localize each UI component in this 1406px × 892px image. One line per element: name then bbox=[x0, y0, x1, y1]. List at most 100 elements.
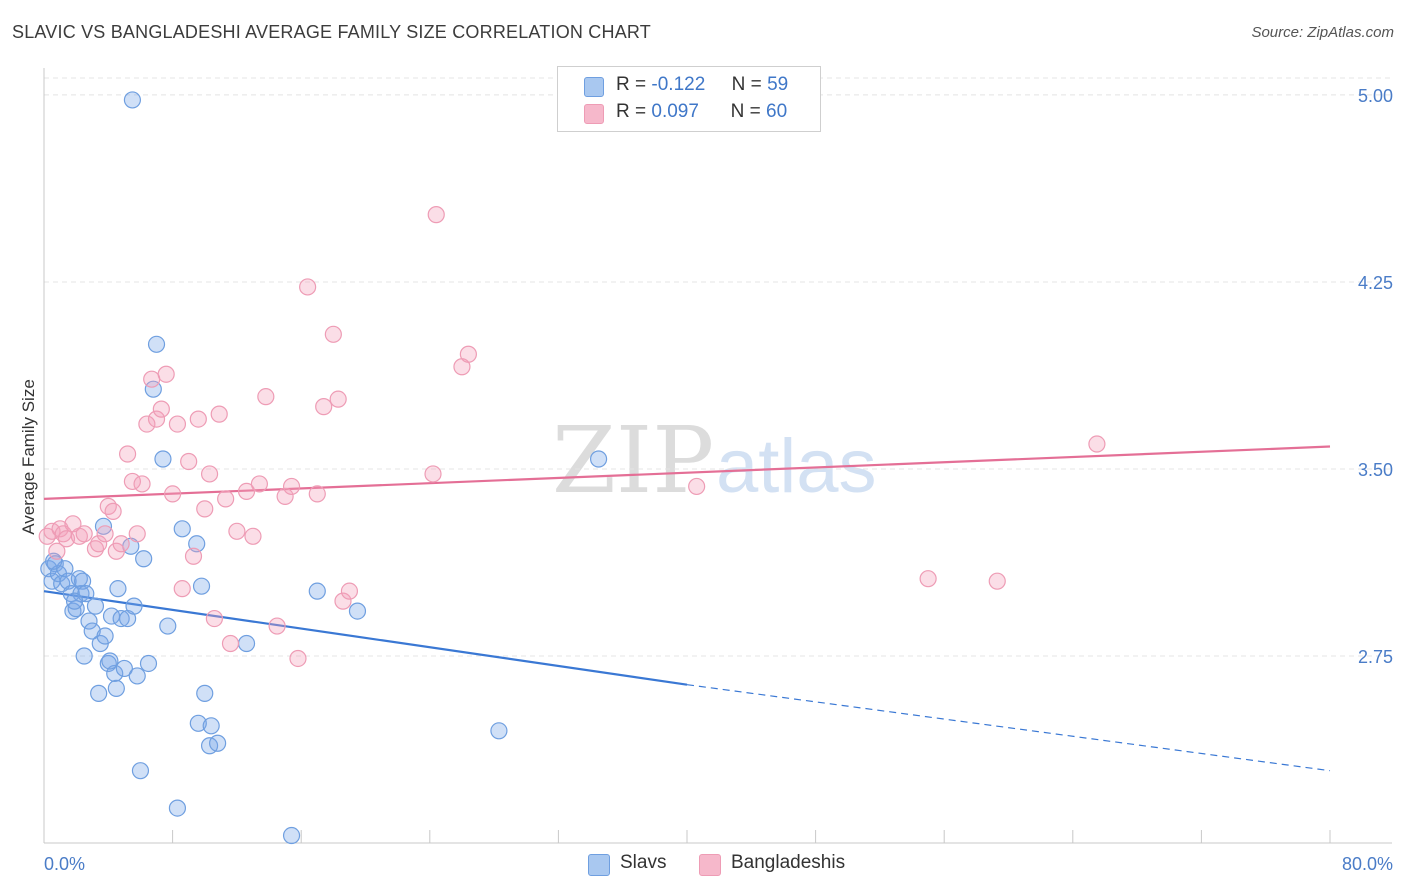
point-bangladeshis-28 bbox=[180, 452, 198, 471]
point-bangladeshis-17 bbox=[123, 472, 142, 491]
point-bangladeshis-44 bbox=[282, 477, 301, 496]
point-slavs-38 bbox=[147, 335, 166, 353]
point-slavs-39 bbox=[154, 450, 172, 468]
point-slavs-32 bbox=[125, 597, 143, 615]
point-slavs-42 bbox=[173, 520, 191, 538]
point-bangladeshis-20 bbox=[138, 415, 156, 433]
point-slavs-33 bbox=[128, 667, 146, 685]
gridlines bbox=[44, 77, 1392, 657]
point-slavs-40 bbox=[159, 617, 177, 635]
point-bangladeshis-12 bbox=[99, 497, 117, 515]
point-bangladeshis-60 bbox=[1088, 435, 1106, 453]
point-bangladeshis-27 bbox=[173, 580, 191, 598]
point-slavs-18 bbox=[86, 597, 105, 615]
point-bangladeshis-42 bbox=[268, 617, 286, 635]
point-slavs-34 bbox=[131, 762, 150, 780]
point-bangladeshis-21 bbox=[143, 370, 161, 388]
chart-source: Source: ZipAtlas.com bbox=[1251, 24, 1394, 41]
point-slavs-17 bbox=[83, 622, 101, 640]
point-bangladeshis-33 bbox=[205, 609, 223, 628]
bottom-legend-swatch-slavs bbox=[588, 854, 610, 876]
point-bangladeshis-26 bbox=[168, 415, 187, 433]
point-bangladeshis-52 bbox=[340, 582, 359, 600]
point-bangladeshis-32 bbox=[200, 465, 219, 483]
x-tick-label-1: 80.0% bbox=[1342, 854, 1393, 874]
point-slavs-14 bbox=[75, 647, 93, 665]
y-tick-label-3: 5.00 bbox=[1358, 86, 1393, 106]
point-bangladeshis-8 bbox=[75, 525, 93, 543]
point-slavs-27 bbox=[109, 580, 127, 598]
point-slavs-57 bbox=[65, 592, 84, 610]
point-slavs-35 bbox=[135, 550, 153, 568]
point-slavs-41 bbox=[168, 799, 187, 817]
legend-n-label: N = bbox=[730, 101, 761, 122]
point-bangladeshis-49 bbox=[324, 325, 342, 343]
legend-r-value-bangladeshis: 0.097 bbox=[651, 101, 699, 122]
point-bangladeshis-35 bbox=[217, 490, 235, 508]
point-bangladeshis-38 bbox=[237, 482, 256, 501]
point-bangladeshis-43 bbox=[276, 487, 294, 505]
point-slavs-29 bbox=[115, 659, 133, 678]
point-bangladeshis-18 bbox=[128, 525, 146, 543]
point-bangladeshis-41 bbox=[257, 388, 275, 406]
point-bangladeshis-3 bbox=[51, 520, 69, 538]
point-slavs-51 bbox=[282, 826, 301, 845]
point-slavs-54 bbox=[490, 722, 508, 740]
bottom-legend-label-slavs: Slavs bbox=[620, 852, 667, 873]
point-bangladeshis-5 bbox=[57, 530, 76, 548]
point-bangladeshis-7 bbox=[70, 527, 88, 545]
point-bangladeshis-25 bbox=[164, 485, 182, 503]
legend-r-label: R = bbox=[616, 74, 647, 95]
point-bangladeshis-9 bbox=[86, 540, 105, 558]
point-bangladeshis-31 bbox=[196, 500, 214, 518]
trend-line-bangladeshis bbox=[43, 445, 1331, 500]
point-slavs-11 bbox=[70, 570, 88, 588]
point-slavs-49 bbox=[209, 734, 227, 752]
y-axis-label: Average Family Size bbox=[19, 379, 38, 535]
point-slavs-52 bbox=[308, 582, 326, 600]
point-bangladeshis-36 bbox=[221, 634, 240, 653]
point-bangladeshis-10 bbox=[90, 535, 108, 553]
point-bangladeshis-13 bbox=[104, 502, 122, 520]
point-slavs-36 bbox=[139, 654, 158, 673]
axes bbox=[43, 68, 1392, 844]
point-bangladeshis-57 bbox=[688, 477, 706, 496]
point-bangladeshis-19 bbox=[133, 475, 151, 493]
point-slavs-45 bbox=[189, 714, 207, 732]
trend-line-slavs-extension bbox=[686, 684, 1331, 772]
point-bangladeshis-59 bbox=[988, 572, 1006, 590]
legend-n-label: N = bbox=[731, 74, 762, 95]
series-slavs bbox=[40, 91, 608, 845]
y-tick-labels: 2.75 3.50 4.25 5.00 bbox=[1358, 86, 1393, 667]
point-bangladeshis-16 bbox=[118, 445, 137, 463]
point-slavs-50 bbox=[237, 634, 256, 653]
y-tick-label-1: 3.50 bbox=[1358, 460, 1393, 480]
point-bangladeshis-56 bbox=[459, 345, 477, 363]
point-slavs-55 bbox=[589, 450, 608, 468]
point-slavs-0 bbox=[123, 91, 142, 109]
point-slavs-48 bbox=[202, 717, 220, 735]
point-bangladeshis-46 bbox=[299, 278, 317, 296]
point-bangladeshis-23 bbox=[152, 400, 170, 418]
point-bangladeshis-15 bbox=[112, 535, 130, 553]
point-bangladeshis-47 bbox=[308, 485, 326, 503]
point-slavs-26 bbox=[107, 679, 125, 698]
point-slavs-58 bbox=[101, 652, 119, 670]
y-tick-label-2: 4.25 bbox=[1358, 273, 1393, 293]
point-bangladeshis-51 bbox=[334, 592, 352, 610]
point-bangladeshis-58 bbox=[919, 570, 937, 588]
point-bangladeshis-11 bbox=[96, 525, 114, 543]
trend-line-slavs bbox=[43, 590, 688, 686]
point-bangladeshis-34 bbox=[210, 405, 228, 423]
bottom-legend-swatch-bangladeshis bbox=[699, 854, 721, 876]
point-bangladeshis-53 bbox=[424, 465, 442, 483]
point-slavs-56 bbox=[45, 552, 63, 570]
correlation-legend: R = -0.122 N = 59 R = 0.097 N = 60 bbox=[557, 66, 821, 132]
point-bangladeshis-50 bbox=[329, 390, 347, 408]
point-slavs-44 bbox=[192, 577, 211, 595]
trend-lines bbox=[43, 445, 1331, 772]
point-slavs-22 bbox=[96, 627, 114, 645]
watermark-zip: ZIP bbox=[552, 407, 714, 514]
point-bangladeshis-30 bbox=[189, 410, 207, 428]
point-bangladeshis-48 bbox=[315, 398, 333, 416]
